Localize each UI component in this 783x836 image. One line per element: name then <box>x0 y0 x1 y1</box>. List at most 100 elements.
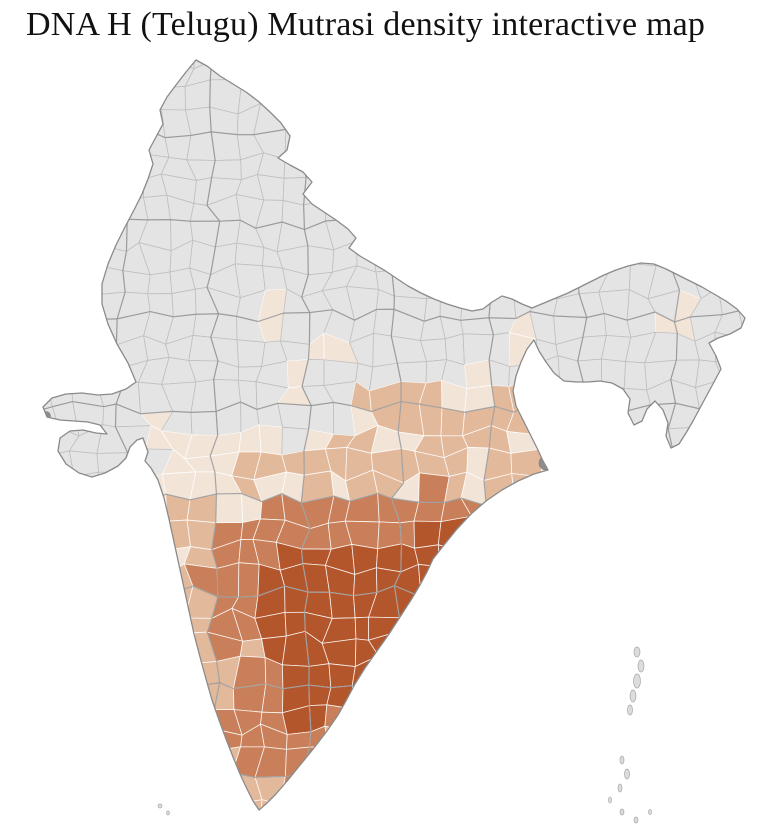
district-cell[interactable] <box>695 502 724 529</box>
district-cell[interactable] <box>92 492 125 525</box>
district-cell[interactable] <box>621 216 654 251</box>
district-cell[interactable] <box>605 446 626 482</box>
district-cell[interactable] <box>169 632 196 665</box>
district-cell[interactable] <box>45 636 74 662</box>
district-cell[interactable] <box>419 592 446 616</box>
district-cell[interactable] <box>690 125 716 155</box>
district-cell[interactable] <box>352 203 380 230</box>
district-cell[interactable] <box>94 801 121 827</box>
district-cell[interactable] <box>391 750 427 776</box>
district-cell[interactable] <box>418 638 450 666</box>
district-cell[interactable] <box>140 517 168 552</box>
district-cell[interactable] <box>582 404 612 428</box>
district-cell[interactable] <box>553 382 584 415</box>
district-cell[interactable] <box>372 195 400 230</box>
district-cell[interactable] <box>280 83 305 115</box>
district-cell[interactable] <box>606 125 628 159</box>
district-cell[interactable] <box>537 592 562 620</box>
district-cell[interactable] <box>668 182 693 206</box>
district-cell[interactable] <box>650 726 677 757</box>
district-cell[interactable] <box>623 60 657 92</box>
district-cell[interactable] <box>446 699 473 728</box>
district-cell[interactable] <box>123 153 145 180</box>
district-cell[interactable] <box>325 199 359 222</box>
district-cell[interactable] <box>259 821 286 836</box>
district-cell[interactable] <box>392 63 428 87</box>
district-cell[interactable] <box>48 475 79 505</box>
district-cell[interactable] <box>371 226 403 254</box>
district-cell[interactable] <box>630 710 657 737</box>
district-cell[interactable] <box>345 153 382 181</box>
district-cell[interactable] <box>623 361 648 391</box>
district-cell[interactable] <box>124 128 148 160</box>
district-cell[interactable] <box>50 586 81 616</box>
district-cell[interactable] <box>701 541 719 571</box>
district-cell[interactable] <box>556 470 588 500</box>
district-cell[interactable] <box>47 64 76 90</box>
district-cell[interactable] <box>694 816 725 836</box>
district-cell[interactable] <box>25 274 60 295</box>
district-cell[interactable] <box>75 589 98 616</box>
district-cell[interactable] <box>137 791 168 822</box>
district-cell[interactable] <box>350 108 374 135</box>
district-cell[interactable] <box>737 382 772 415</box>
district-cell[interactable] <box>606 495 631 520</box>
district-cell[interactable] <box>644 540 679 574</box>
district-cell[interactable] <box>558 127 586 156</box>
district-cell[interactable] <box>117 699 151 732</box>
district-cell[interactable] <box>437 544 470 570</box>
district-cell[interactable] <box>143 194 171 221</box>
district-cell[interactable] <box>510 563 543 599</box>
district-cell[interactable] <box>646 102 676 139</box>
district-cell[interactable] <box>512 678 537 708</box>
district-cell[interactable] <box>331 818 353 836</box>
district-cell[interactable] <box>556 104 586 134</box>
district-cell[interactable] <box>414 41 447 69</box>
district-cell[interactable] <box>738 614 766 641</box>
district-cell[interactable] <box>55 101 77 135</box>
district-cell[interactable] <box>532 770 565 795</box>
district-cell[interactable] <box>391 660 420 685</box>
district-cell[interactable] <box>414 102 448 133</box>
district-cell[interactable] <box>528 180 564 202</box>
district-cell[interactable] <box>96 611 122 636</box>
district-cell[interactable] <box>530 60 563 92</box>
district-cell[interactable] <box>624 816 653 836</box>
district-cell[interactable] <box>737 494 767 528</box>
district-cell[interactable] <box>331 65 354 90</box>
district-cell[interactable] <box>689 679 725 711</box>
district-cell[interactable] <box>26 823 58 836</box>
district-cell[interactable] <box>605 64 629 91</box>
district-cell[interactable] <box>414 199 450 224</box>
district-cell[interactable] <box>582 382 603 415</box>
district-cell[interactable] <box>714 540 744 571</box>
district-cell[interactable] <box>505 199 530 218</box>
district-cell[interactable] <box>491 178 515 204</box>
district-cell[interactable] <box>507 775 540 796</box>
district-cell[interactable] <box>736 701 771 732</box>
district-cell[interactable] <box>45 753 80 771</box>
district-cell[interactable] <box>71 357 105 391</box>
district-cell[interactable] <box>253 58 286 90</box>
district-cell[interactable] <box>552 426 587 456</box>
district-cell[interactable] <box>24 313 56 335</box>
district-cell[interactable] <box>70 148 101 178</box>
district-cell[interactable] <box>420 175 448 201</box>
district-cell[interactable] <box>416 152 449 183</box>
district-cell[interactable] <box>484 612 516 641</box>
district-cell[interactable] <box>555 770 588 803</box>
district-cell[interactable] <box>73 334 105 365</box>
district-cell[interactable] <box>373 308 395 337</box>
district-cell[interactable] <box>552 822 585 836</box>
district-cell[interactable] <box>24 333 56 364</box>
district-cell[interactable] <box>344 172 381 206</box>
district-cell[interactable] <box>514 124 541 159</box>
district-cell[interactable] <box>747 816 771 836</box>
district-cell[interactable] <box>579 217 608 247</box>
district-cell[interactable] <box>605 41 629 69</box>
district-cell[interactable] <box>740 748 768 782</box>
district-cell[interactable] <box>487 794 517 826</box>
district-cell[interactable] <box>691 453 720 481</box>
district-cell[interactable] <box>555 794 587 824</box>
district-cell[interactable] <box>236 339 266 368</box>
